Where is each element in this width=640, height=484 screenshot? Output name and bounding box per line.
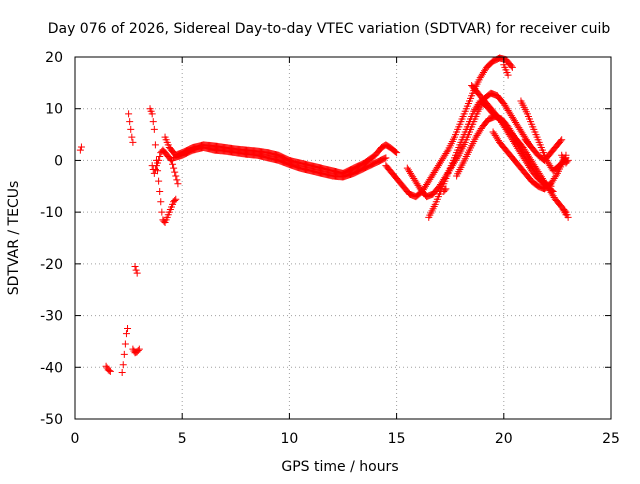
data-point — [150, 169, 158, 177]
y-tick-label: -40 — [40, 360, 63, 376]
data-point — [173, 176, 181, 184]
data-point — [507, 62, 515, 70]
data-point — [118, 368, 126, 376]
data-point — [131, 262, 139, 270]
data-point — [442, 185, 450, 193]
data-point — [76, 146, 84, 154]
data-point — [125, 110, 133, 118]
data-point — [155, 177, 163, 185]
data-point — [77, 143, 85, 151]
x-tick-label: 25 — [602, 431, 620, 447]
data-point — [156, 187, 164, 195]
data-point — [393, 149, 401, 157]
data-point — [129, 138, 137, 146]
data-point — [563, 158, 571, 166]
data-point — [134, 346, 142, 354]
x-tick-label: 20 — [495, 431, 513, 447]
data-point — [126, 118, 134, 126]
y-tick-label: 20 — [45, 50, 63, 66]
data-point — [158, 208, 166, 216]
data-point — [508, 63, 516, 71]
data-point — [128, 133, 136, 141]
data-point — [127, 125, 135, 133]
x-tick-label: 10 — [280, 431, 298, 447]
data-point — [441, 186, 449, 194]
data-point — [552, 171, 560, 179]
y-tick-label: -50 — [40, 412, 63, 428]
data-point — [105, 367, 113, 375]
data-point — [122, 330, 130, 338]
data-point — [150, 125, 158, 133]
data-point — [151, 165, 159, 173]
data-point — [102, 362, 110, 370]
data-point — [504, 71, 512, 79]
y-tick-label: -10 — [40, 205, 63, 221]
data-points — [76, 54, 572, 376]
data-point — [135, 345, 143, 353]
data-point — [170, 164, 178, 172]
axis-ticks: 0 5 10 15 20 25 -50 -40 -30 -20 -10 0 10 20 — [40, 50, 620, 447]
data-point — [119, 361, 127, 369]
data-point — [381, 154, 389, 162]
data-point — [156, 153, 164, 161]
data-point — [564, 213, 572, 221]
data-point — [172, 172, 180, 180]
chart-title: Day 076 of 2026, Sidereal Day-to-day VTE… — [48, 21, 611, 37]
x-axis-label: GPS time / hours — [281, 459, 398, 475]
data-point — [169, 160, 177, 168]
x-tick-label: 0 — [71, 431, 80, 447]
y-tick-label: -30 — [40, 309, 63, 325]
data-point — [392, 148, 400, 156]
data-point — [171, 197, 179, 205]
data-point — [564, 156, 572, 164]
data-point — [132, 266, 140, 274]
data-point — [382, 154, 390, 162]
data-point — [120, 350, 128, 358]
data-point — [561, 207, 569, 215]
data-point — [174, 180, 182, 188]
data-point — [157, 198, 165, 206]
data-point — [121, 340, 129, 348]
data-point — [558, 136, 566, 144]
data-point — [133, 269, 141, 277]
data-point — [166, 155, 174, 163]
data-point — [149, 118, 157, 126]
plot-frame — [74, 56, 612, 420]
data-point — [171, 168, 179, 176]
y-axis-label: SDTVAR / TECUs — [6, 181, 22, 296]
x-tick-label: 15 — [388, 431, 406, 447]
data-point — [172, 195, 180, 203]
x-tick-label: 5 — [178, 431, 187, 447]
y-tick-label: -20 — [40, 257, 63, 273]
data-point — [443, 148, 451, 156]
y-tick-label: 0 — [54, 153, 63, 169]
data-point — [148, 110, 156, 118]
y-tick-label: 10 — [45, 102, 63, 118]
data-point — [106, 367, 114, 375]
data-point — [129, 345, 137, 353]
data-point — [155, 156, 163, 164]
data-point — [557, 137, 565, 145]
grid-lines — [75, 57, 611, 419]
data-point — [124, 325, 132, 332]
data-point — [151, 141, 159, 149]
